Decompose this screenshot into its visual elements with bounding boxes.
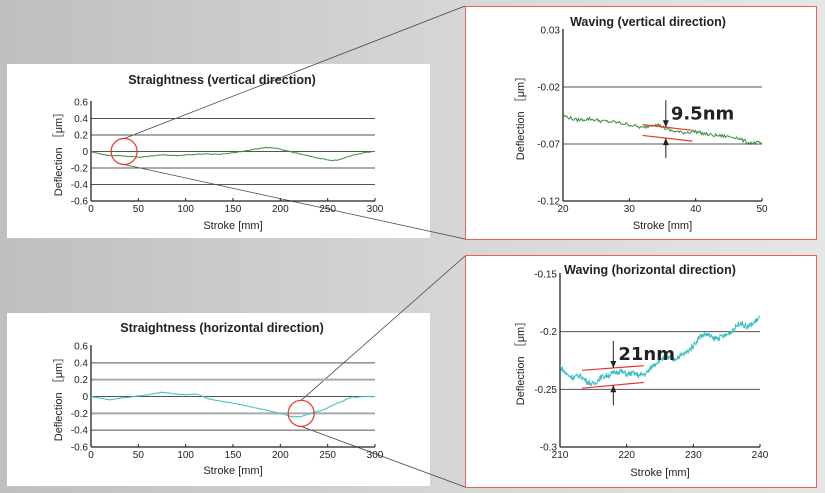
chart-straight_v: Straightness (vertical direction) 0.6 0.4 0…	[52, 73, 384, 232]
x-axis-label: Stroke [mm]	[203, 220, 262, 232]
y-tick-label: -0.25	[534, 385, 557, 396]
y-axis-label: Deflection ［μm］	[52, 352, 65, 441]
x-tick-label: 0	[88, 450, 94, 461]
y-tick-label: 0.03	[541, 26, 561, 37]
y-tick-label: 0.4	[74, 114, 88, 125]
y-tick-label: 0.2	[74, 131, 88, 142]
y-tick-label: -0.6	[71, 443, 89, 454]
chart-wave_h: Waving (horizontal direction) -0.15 -0.2 -0…	[514, 263, 769, 479]
chart-title: Waving (horizontal direction)	[564, 263, 736, 277]
envelope-upper-line	[642, 124, 693, 131]
envelope-lower-line	[642, 134, 693, 142]
y-tick-label: -0.6	[71, 197, 89, 208]
y-axis-label: Deflection ［μm］	[514, 71, 527, 160]
arrow-up-icon	[610, 385, 617, 393]
chart-title: Waving (vertical direction)	[570, 15, 726, 29]
x-tick-label: 200	[272, 450, 289, 461]
x-tick-label: 50	[133, 450, 145, 461]
y-tick-label: -0.4	[71, 180, 89, 191]
y-tick-label: -0.2	[71, 409, 89, 420]
chart-title: Straightness (horizontal direction)	[120, 321, 324, 335]
x-tick-label: 0	[88, 204, 94, 215]
arrow-up-icon	[662, 138, 669, 146]
x-tick-label: 50	[756, 204, 768, 215]
y-tick-label: -0.07	[537, 140, 560, 151]
y-tick-label: 0.6	[74, 98, 88, 109]
panel-straightness-horizontal	[7, 313, 430, 486]
x-tick-label: 240	[752, 450, 769, 461]
arrow-down-icon	[610, 360, 617, 368]
y-axis-label: Deflection ［μm］	[514, 316, 527, 405]
series-line	[90, 391, 375, 418]
zoom-connectors	[123, 5, 466, 488]
y-tick-label: -0.02	[537, 83, 560, 94]
x-tick-label: 50	[133, 204, 145, 215]
x-axis-label: Stroke [mm]	[633, 220, 692, 232]
x-axis-label: Stroke [mm]	[630, 467, 689, 479]
y-tick-label: -0.3	[540, 443, 558, 454]
x-tick-label: 300	[367, 450, 384, 461]
y-tick-label: -0.15	[534, 270, 557, 281]
x-tick-label: 200	[272, 204, 289, 215]
chart-wave_v: Waving (vertical direction) 0.03 -0.02 -0.0…	[514, 15, 768, 232]
x-tick-label: 100	[177, 450, 194, 461]
zoom-connector-line	[123, 5, 466, 139]
y-tick-label: -0.2	[540, 327, 558, 338]
x-tick-label: 250	[319, 204, 336, 215]
chart-straight_h: Straightness (horizontal direction) 0.6 0.…	[52, 321, 384, 477]
y-tick-label: 0	[82, 392, 88, 403]
arrow-down-icon	[662, 120, 669, 128]
x-tick-label: 300	[367, 204, 384, 215]
series-line	[562, 114, 762, 146]
y-tick-label: -0.12	[537, 197, 560, 208]
x-tick-label: 30	[624, 204, 636, 215]
x-tick-label: 40	[690, 204, 702, 215]
zoom-connector-line	[301, 425, 466, 488]
chart-title: Straightness (vertical direction)	[128, 73, 316, 87]
y-tick-label: 0.6	[74, 342, 88, 353]
zoom-connector-line	[300, 255, 466, 401]
x-tick-label: 230	[685, 450, 702, 461]
zoom-connector-line	[124, 164, 466, 240]
dimension-label: 21nm	[618, 344, 675, 365]
highlight-circle	[110, 137, 138, 166]
y-tick-label: -0.4	[71, 426, 89, 437]
x-tick-label: 100	[177, 204, 194, 215]
series-line	[90, 146, 376, 162]
envelope-upper-line	[581, 365, 645, 371]
x-tick-label: 250	[319, 450, 336, 461]
y-tick-label: -0.2	[71, 164, 89, 175]
x-tick-label: 220	[618, 450, 635, 461]
y-tick-label: 0.4	[74, 358, 88, 369]
x-tick-label: 210	[552, 450, 569, 461]
panel-waving-horizontal	[465, 255, 817, 488]
y-tick-label: 0.2	[74, 375, 88, 386]
series-line	[559, 315, 761, 386]
x-axis-label: Stroke [mm]	[203, 465, 262, 477]
x-tick-label: 150	[225, 450, 242, 461]
y-axis-label: Deflection ［μm］	[52, 107, 65, 196]
dimension-label: 9.5nm	[671, 103, 734, 124]
y-tick-label: 0	[82, 147, 88, 158]
highlight-circle	[287, 399, 315, 427]
x-tick-label: 20	[557, 204, 569, 215]
x-tick-label: 150	[225, 204, 242, 215]
